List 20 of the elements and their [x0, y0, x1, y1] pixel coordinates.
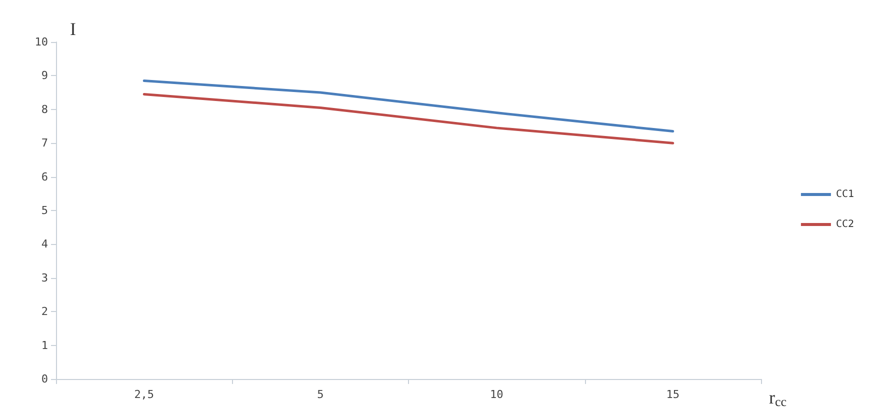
x-tick-label: 5 [317, 388, 324, 401]
legend-label: CC1 [836, 189, 854, 200]
x-tick-label: 15 [666, 388, 680, 401]
x-tick-label: 2,5 [134, 388, 154, 401]
y-tick-label: 9 [41, 69, 48, 82]
y-axis-title: I [70, 19, 76, 39]
y-tick-label: 8 [41, 102, 48, 116]
y-tick-label: 5 [41, 204, 48, 217]
y-tick-label: 1 [41, 338, 48, 352]
y-tick-label: 7 [41, 136, 48, 150]
y-tick-label: 2 [41, 305, 48, 318]
y-tick-label: 10 [34, 36, 48, 48]
y-tick-label: 4 [41, 238, 48, 251]
y-tick-label: 6 [41, 170, 48, 184]
x-tick-label: 10 [490, 388, 504, 401]
y-tick-label: 0 [41, 372, 48, 386]
line-series [142, 80, 674, 133]
y-tick-label: 3 [41, 271, 48, 284]
line-series [142, 92, 674, 144]
legend-label: CC2 [836, 219, 854, 230]
